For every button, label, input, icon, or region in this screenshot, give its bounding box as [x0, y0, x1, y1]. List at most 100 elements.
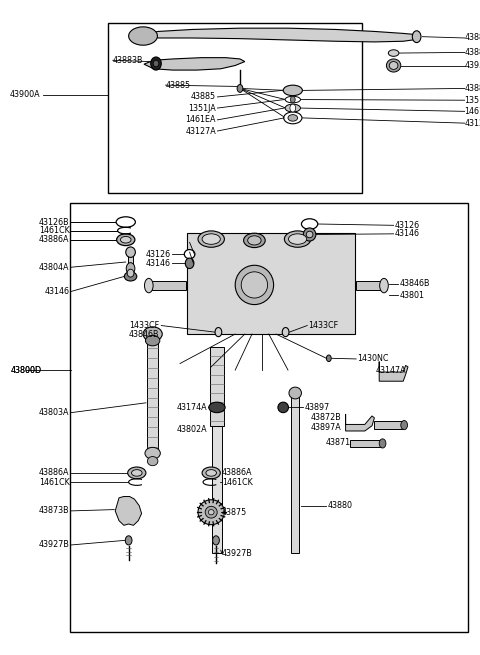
Ellipse shape: [117, 234, 135, 246]
Ellipse shape: [380, 278, 388, 293]
Bar: [128, 254, 133, 270]
Text: 43882A: 43882A: [465, 33, 480, 43]
Bar: [350, 440, 382, 447]
Text: 1430NC: 1430NC: [357, 354, 389, 364]
Circle shape: [282, 328, 289, 337]
Ellipse shape: [288, 115, 298, 121]
Ellipse shape: [143, 327, 162, 341]
Text: 43126B: 43126B: [39, 217, 70, 227]
Text: 43886A: 43886A: [39, 235, 70, 244]
Text: 43804A: 43804A: [39, 263, 70, 272]
Text: 43885: 43885: [465, 48, 480, 57]
Text: 43875: 43875: [222, 508, 247, 517]
Ellipse shape: [301, 219, 318, 229]
Text: 1461CK: 1461CK: [39, 477, 70, 487]
Ellipse shape: [283, 85, 302, 96]
Ellipse shape: [285, 104, 300, 112]
Bar: [212, 426, 222, 553]
Ellipse shape: [241, 272, 268, 298]
Text: 1461EA: 1461EA: [465, 107, 480, 116]
Bar: [147, 342, 158, 452]
Ellipse shape: [144, 278, 153, 293]
Ellipse shape: [284, 231, 311, 248]
Ellipse shape: [151, 57, 161, 70]
Text: 43883B: 43883B: [113, 56, 144, 65]
Text: 1351JA: 1351JA: [465, 96, 480, 105]
Polygon shape: [115, 496, 142, 525]
Ellipse shape: [116, 217, 135, 227]
Text: 1433CF: 1433CF: [129, 321, 159, 330]
Text: 43801: 43801: [399, 291, 424, 300]
Ellipse shape: [243, 233, 265, 248]
Ellipse shape: [127, 269, 134, 277]
Ellipse shape: [145, 335, 160, 346]
Ellipse shape: [288, 234, 307, 244]
Bar: [187, 233, 355, 334]
Ellipse shape: [145, 447, 160, 459]
Text: 43174A: 43174A: [177, 403, 207, 412]
Ellipse shape: [126, 247, 135, 257]
Text: 43897: 43897: [304, 403, 330, 412]
Ellipse shape: [129, 27, 157, 45]
Text: 1461CK: 1461CK: [222, 477, 252, 487]
Ellipse shape: [248, 236, 261, 245]
Ellipse shape: [206, 470, 216, 476]
Text: 43846B: 43846B: [129, 329, 159, 339]
Polygon shape: [144, 58, 245, 70]
Text: 43126: 43126: [395, 221, 420, 230]
Text: 1461EA: 1461EA: [185, 115, 216, 124]
Circle shape: [401, 421, 408, 430]
Text: 43927B: 43927B: [39, 540, 70, 550]
Circle shape: [215, 328, 222, 337]
Text: 43897A: 43897A: [311, 423, 342, 432]
Text: 43872B: 43872B: [311, 413, 342, 422]
Text: 43126: 43126: [145, 250, 170, 259]
Ellipse shape: [208, 510, 214, 515]
Bar: [70, 203, 468, 632]
Bar: [108, 23, 362, 193]
Text: 43846B: 43846B: [399, 279, 430, 288]
Ellipse shape: [128, 467, 146, 479]
Circle shape: [125, 536, 132, 545]
Text: 43146: 43146: [45, 287, 70, 296]
Text: 1433CF: 1433CF: [308, 321, 338, 330]
Polygon shape: [346, 414, 374, 431]
Ellipse shape: [120, 236, 131, 243]
Circle shape: [237, 84, 243, 92]
Ellipse shape: [306, 231, 313, 238]
Text: 43950B: 43950B: [465, 61, 480, 70]
Ellipse shape: [284, 112, 302, 124]
Ellipse shape: [198, 500, 224, 525]
Ellipse shape: [202, 467, 220, 479]
Text: 43873B: 43873B: [39, 506, 70, 515]
Text: 43871: 43871: [325, 438, 350, 447]
Bar: [291, 393, 299, 553]
Ellipse shape: [184, 250, 195, 259]
Ellipse shape: [285, 96, 300, 103]
Text: 43885: 43885: [465, 84, 480, 93]
Ellipse shape: [202, 234, 220, 244]
Text: 43885: 43885: [166, 81, 191, 90]
Text: 43802A: 43802A: [177, 424, 207, 434]
Ellipse shape: [388, 50, 399, 56]
Text: 43927B: 43927B: [222, 549, 252, 558]
Ellipse shape: [386, 59, 401, 72]
Text: 43146: 43146: [145, 259, 170, 268]
Bar: [210, 347, 224, 426]
Text: 43800D: 43800D: [11, 365, 42, 375]
Text: 43885: 43885: [191, 92, 216, 102]
Bar: [374, 421, 403, 429]
Text: 43803A: 43803A: [39, 408, 70, 417]
Ellipse shape: [124, 272, 137, 281]
Ellipse shape: [205, 506, 217, 518]
Circle shape: [326, 355, 331, 362]
Text: 43127A: 43127A: [465, 119, 480, 128]
Text: 43146: 43146: [395, 229, 420, 238]
Bar: [149, 281, 186, 290]
Ellipse shape: [389, 62, 398, 69]
Ellipse shape: [278, 402, 288, 413]
Bar: [356, 281, 385, 290]
Text: 1461CK: 1461CK: [39, 226, 70, 235]
Circle shape: [412, 31, 421, 43]
Ellipse shape: [132, 470, 142, 476]
